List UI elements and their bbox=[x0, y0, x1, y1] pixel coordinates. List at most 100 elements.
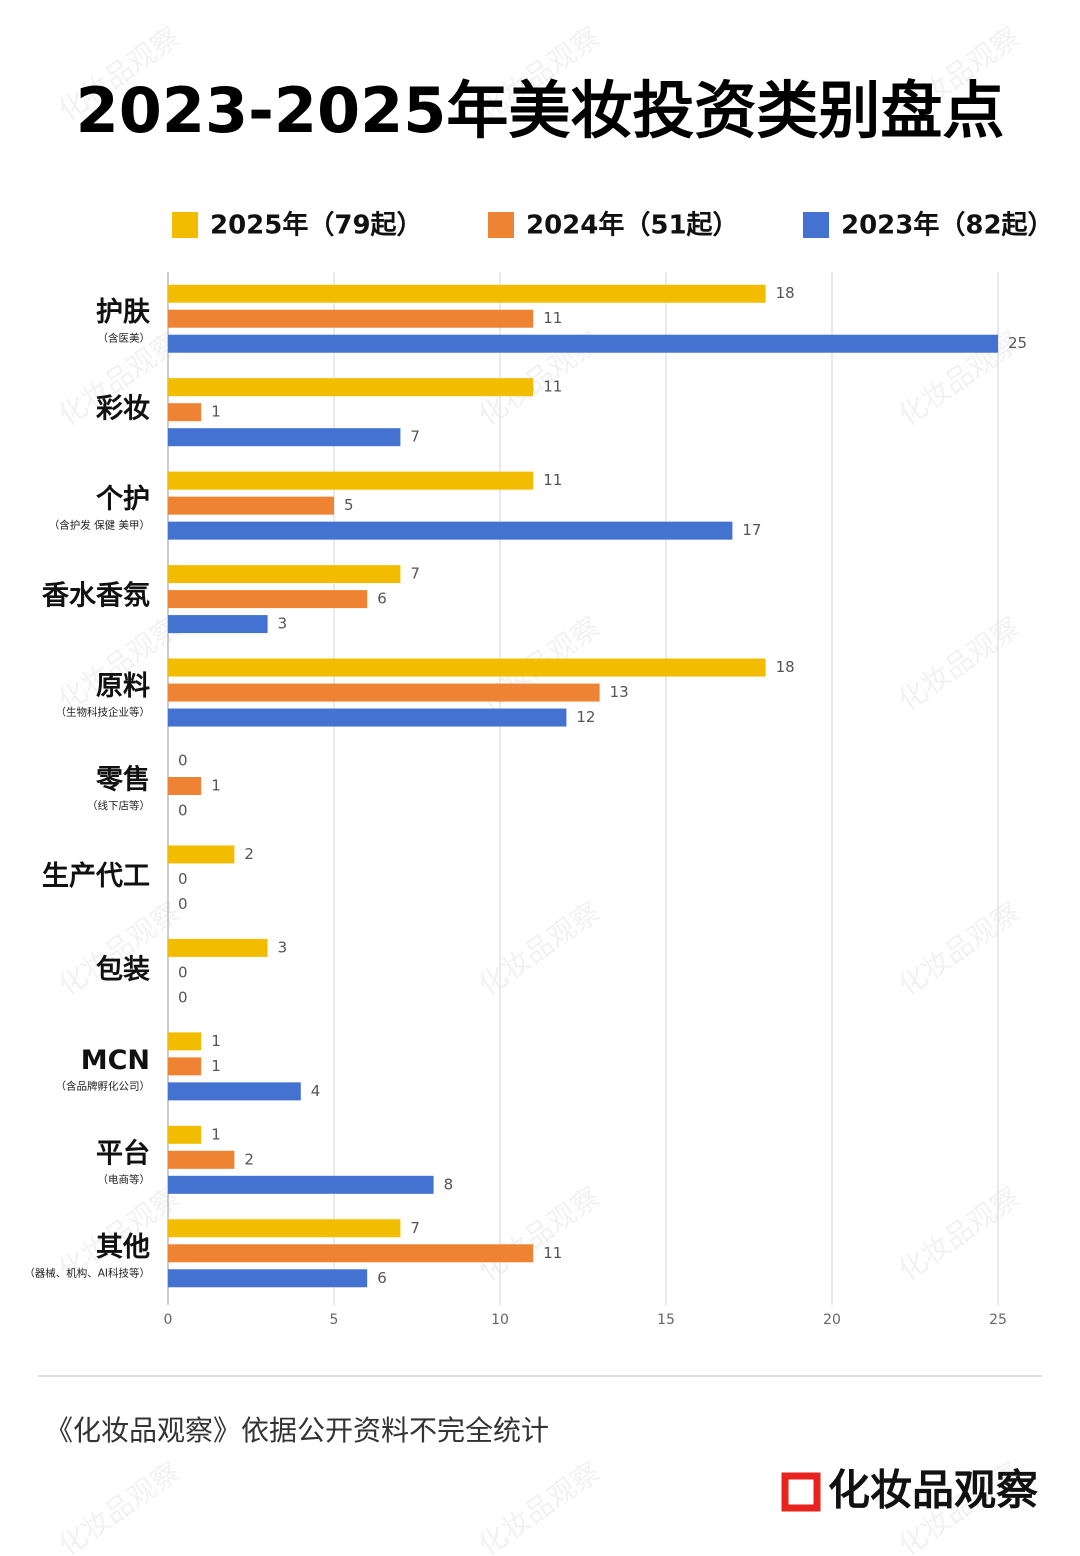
value-label: 1 bbox=[211, 1032, 221, 1050]
x-tick-label: 25 bbox=[989, 1312, 1007, 1328]
x-tick-label: 20 bbox=[823, 1312, 841, 1328]
category-label: 零售 bbox=[95, 764, 150, 796]
logo-icon bbox=[781, 1472, 821, 1512]
category-note: （电商等） bbox=[98, 1173, 151, 1186]
bar bbox=[168, 521, 733, 540]
value-label: 11 bbox=[543, 471, 562, 489]
x-tick-label: 0 bbox=[164, 1312, 173, 1328]
watermark: 化妆品观察 bbox=[52, 895, 186, 1002]
bar bbox=[168, 658, 766, 677]
value-label: 11 bbox=[543, 1244, 562, 1262]
value-label: 0 bbox=[178, 988, 188, 1006]
bar bbox=[168, 1219, 401, 1238]
category-label: 原料 bbox=[96, 671, 150, 702]
x-tick-label: 15 bbox=[657, 1312, 675, 1328]
value-label: 7 bbox=[410, 1219, 420, 1237]
bar bbox=[168, 471, 534, 490]
bar bbox=[168, 1032, 202, 1051]
category-label: 平台 bbox=[96, 1137, 150, 1169]
value-label: 1 bbox=[211, 1057, 221, 1075]
bar bbox=[168, 565, 401, 584]
bar bbox=[168, 845, 235, 864]
category-label: 个护 bbox=[96, 484, 150, 515]
watermark: 化妆品观察 bbox=[892, 1180, 1026, 1287]
value-label: 3 bbox=[278, 938, 288, 956]
category-label: 护肤 bbox=[96, 297, 151, 328]
value-label: 1 bbox=[211, 1125, 221, 1143]
category-note: （线下店等） bbox=[87, 799, 150, 812]
watermark: 化妆品观察 bbox=[472, 1180, 606, 1287]
value-label: 6 bbox=[377, 590, 387, 608]
value-label: 2 bbox=[244, 845, 254, 863]
logo-text: 化妆品观察 bbox=[828, 1466, 1038, 1515]
bar bbox=[168, 777, 202, 795]
bar bbox=[168, 938, 268, 957]
legend-swatch bbox=[488, 212, 514, 238]
value-label: 3 bbox=[278, 615, 288, 633]
watermark: 化妆品观察 bbox=[892, 895, 1026, 1002]
x-tick-label: 5 bbox=[330, 1312, 339, 1328]
bar bbox=[168, 284, 766, 303]
bar bbox=[168, 1244, 534, 1263]
value-label: 25 bbox=[1008, 334, 1027, 352]
category-label: 其他 bbox=[96, 1232, 150, 1263]
legend-swatch bbox=[803, 212, 829, 238]
bar bbox=[168, 403, 202, 422]
value-label: 4 bbox=[311, 1082, 321, 1100]
legend-swatch bbox=[172, 212, 198, 238]
bar bbox=[168, 683, 600, 702]
watermark: 化妆品观察 bbox=[472, 1455, 606, 1556]
value-label: 12 bbox=[576, 708, 595, 726]
value-label: 1 bbox=[211, 403, 221, 421]
value-label: 13 bbox=[610, 683, 629, 701]
bar bbox=[168, 708, 567, 727]
category-note: （含品牌孵化公司） bbox=[56, 1079, 151, 1092]
bar bbox=[168, 1269, 368, 1288]
legend-label: 2023年（82起） bbox=[841, 210, 1054, 241]
value-label: 2 bbox=[244, 1150, 254, 1168]
bar bbox=[168, 615, 268, 634]
bar bbox=[168, 1057, 202, 1076]
x-tick-label: 10 bbox=[491, 1312, 509, 1328]
source-note: 《化妆品观察》依据公开资料不完全统计 bbox=[45, 1414, 549, 1447]
value-label: 0 bbox=[178, 752, 188, 770]
bar bbox=[168, 1150, 235, 1169]
category-label: 生产代工 bbox=[42, 861, 150, 892]
bar bbox=[168, 309, 534, 328]
category-label: 香水香氛 bbox=[42, 581, 150, 612]
legend-label: 2024年（51起） bbox=[526, 210, 739, 241]
value-label: 8 bbox=[444, 1175, 454, 1193]
bar bbox=[168, 428, 401, 447]
value-label: 0 bbox=[178, 802, 188, 820]
category-label: 彩妆 bbox=[96, 394, 150, 425]
watermark: 化妆品观察 bbox=[52, 1455, 186, 1556]
bar bbox=[168, 1125, 202, 1144]
bar bbox=[168, 1175, 434, 1194]
bar bbox=[168, 378, 534, 397]
value-label: 0 bbox=[178, 963, 188, 981]
value-label: 0 bbox=[178, 870, 188, 888]
bar bbox=[168, 1082, 301, 1101]
category-note: （含医美） bbox=[98, 332, 151, 345]
bar bbox=[168, 496, 334, 515]
category-note: （生物科技企业等） bbox=[56, 706, 151, 719]
value-label: 11 bbox=[543, 309, 562, 327]
category-label: MCN bbox=[81, 1045, 150, 1076]
value-label: 6 bbox=[377, 1269, 387, 1287]
value-label: 1 bbox=[211, 777, 221, 795]
value-label: 18 bbox=[776, 284, 795, 302]
value-label: 5 bbox=[344, 496, 354, 514]
bar bbox=[168, 334, 998, 353]
bar bbox=[168, 590, 368, 609]
category-note: （器械、机构、AI科技等） bbox=[24, 1266, 150, 1279]
category-label: 包装 bbox=[96, 953, 150, 985]
category-note: （含护发 保健 美甲） bbox=[49, 519, 150, 532]
value-label: 17 bbox=[742, 521, 761, 539]
value-label: 7 bbox=[410, 565, 420, 583]
legend-label: 2025年（79起） bbox=[210, 210, 423, 241]
value-label: 18 bbox=[776, 658, 795, 676]
value-label: 0 bbox=[178, 895, 188, 913]
value-label: 7 bbox=[410, 428, 420, 446]
